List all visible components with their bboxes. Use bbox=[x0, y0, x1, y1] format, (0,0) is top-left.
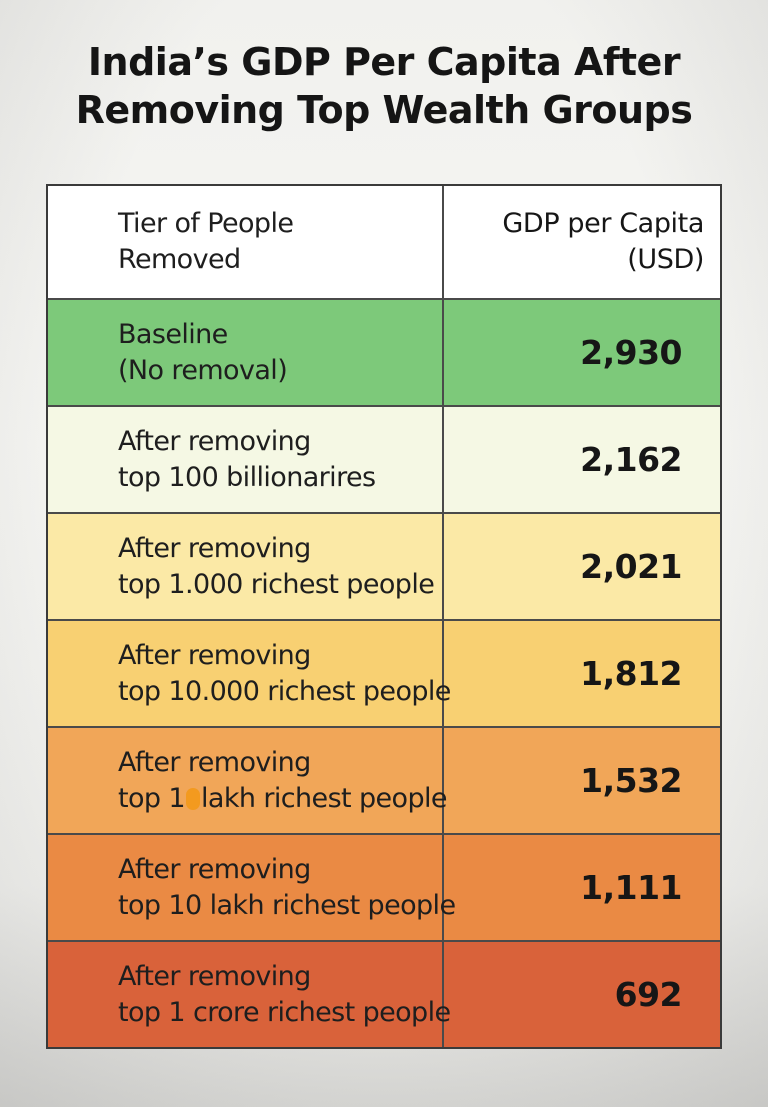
gdp-value: 1,532 bbox=[580, 761, 682, 800]
tier-line-2: top 1.000 richest people bbox=[118, 568, 435, 600]
table-row-top-1-lakh: After removing top 1 lakh richest people … bbox=[48, 726, 720, 833]
tier-line-2: top 1 crore richest people bbox=[118, 996, 451, 1028]
tier-line-1: After removing bbox=[118, 425, 311, 457]
header-value-line-1: GDP per Capita bbox=[502, 208, 704, 239]
gdp-value: 2,162 bbox=[580, 440, 682, 479]
title-line-1: India’s GDP Per Capita After bbox=[87, 40, 681, 84]
tier-line-2: top 10.000 richest people bbox=[118, 675, 451, 707]
tier-cell: After removing top 1.000 richest people bbox=[48, 514, 444, 619]
tier-line-2: top 1 lakh richest people bbox=[118, 781, 448, 817]
gdp-value: 2,930 bbox=[580, 333, 682, 372]
tier-line-2-post: lakh richest people bbox=[201, 782, 448, 814]
tier-line-1: After removing bbox=[118, 639, 311, 671]
header-value-cell: GDP per Capita (USD) bbox=[444, 186, 720, 298]
tier-line-2: top 100 billionarires bbox=[118, 461, 376, 493]
tier-line-2: (No removal) bbox=[118, 354, 288, 386]
tier-cell: After removing top 1 crore richest peopl… bbox=[48, 942, 451, 1047]
tier-line-1: Baseline bbox=[118, 318, 228, 350]
table-header-row: Tier of People Removed GDP per Capita (U… bbox=[48, 186, 720, 298]
table-row-top-10000: After removing top 10.000 richest people… bbox=[48, 619, 720, 726]
tier-line-1: After removing bbox=[118, 960, 311, 992]
tier-cell: After removing top 100 billionarires bbox=[48, 407, 444, 512]
header-tier-line-2: Removed bbox=[118, 244, 241, 275]
gdp-value: 2,021 bbox=[580, 547, 682, 586]
orange-smudge-mark bbox=[186, 787, 201, 810]
tier-cell: After removing top 10.000 richest people bbox=[48, 621, 451, 726]
tier-line-1: After removing bbox=[118, 532, 311, 564]
tier-cell: After removing top 10 lakh richest peopl… bbox=[48, 835, 456, 940]
header-tier-cell: Tier of People Removed bbox=[48, 186, 444, 298]
page-title: India’s GDP Per Capita After Removing To… bbox=[0, 38, 768, 134]
gdp-value: 1,111 bbox=[580, 868, 682, 907]
gdp-table: Tier of People Removed GDP per Capita (U… bbox=[46, 184, 722, 1049]
tier-line-1: After removing bbox=[118, 746, 311, 778]
table-row-top-100: After removing top 100 billionarires 2,1… bbox=[48, 405, 720, 512]
table-row-baseline: Baseline (No removal) 2,930 bbox=[48, 298, 720, 405]
table-row-top-1-crore: After removing top 1 crore richest peopl… bbox=[48, 940, 720, 1047]
tier-line-2: top 10 lakh richest people bbox=[118, 889, 456, 921]
gdp-value: 692 bbox=[614, 975, 683, 1014]
header-tier-line-1: Tier of People bbox=[118, 208, 294, 239]
gdp-value: 1,812 bbox=[580, 654, 682, 693]
tier-line-2-pre: top 1 bbox=[118, 782, 186, 814]
table-row-top-10-lakh: After removing top 10 lakh richest peopl… bbox=[48, 833, 720, 940]
tier-cell: Baseline (No removal) bbox=[48, 300, 444, 405]
title-line-2: Removing Top Wealth Groups bbox=[75, 88, 693, 132]
header-value-line-2: (USD) bbox=[627, 244, 704, 275]
table-row-top-1000: After removing top 1.000 richest people … bbox=[48, 512, 720, 619]
tier-line-1: After removing bbox=[118, 853, 311, 885]
tier-cell: After removing top 1 lakh richest people bbox=[48, 728, 448, 833]
